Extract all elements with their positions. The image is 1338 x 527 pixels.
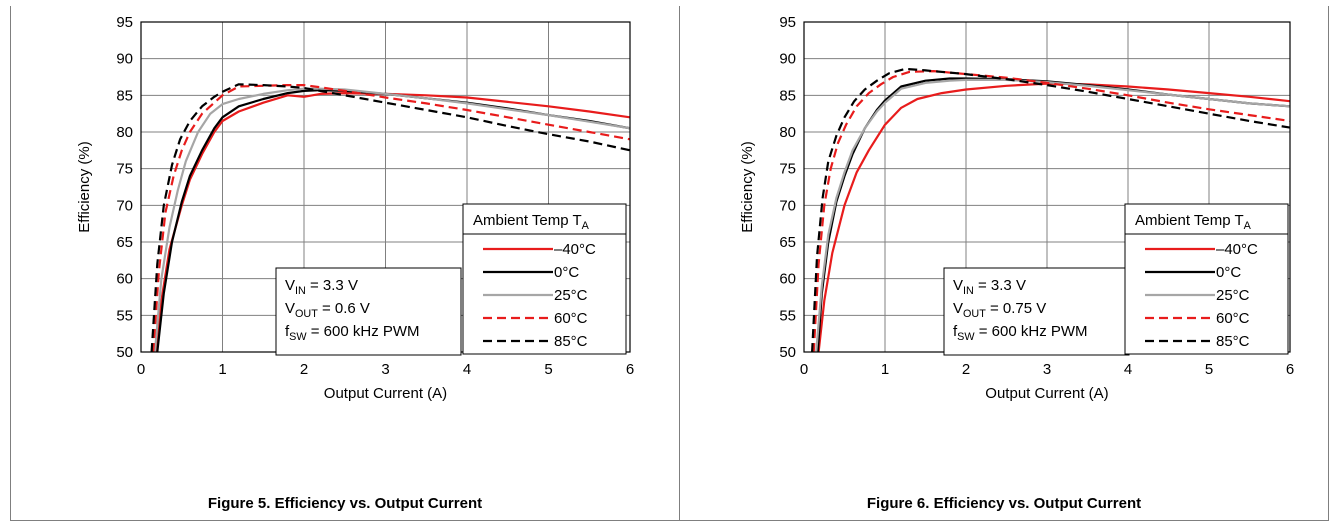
- x-tick-label: 3: [1043, 361, 1051, 378]
- conditions-box: [943, 267, 1130, 356]
- y-tick-label: 80: [116, 124, 133, 141]
- y-tick-label: 70: [779, 197, 796, 214]
- figure-5-chart: 0 1 2 3 4 5 6 50 55 60 65 70 75 80 85 90 95 Output Curren…: [76, 14, 634, 402]
- figure-6-panel: 0 1 2 3 4 5 6 50 55 60 65 70 75 80 85 90 95 Output Curren…: [679, 6, 1329, 521]
- series-line-3: [152, 83, 630, 352]
- y-tick-label: 65: [116, 234, 133, 251]
- x-tick-label: 1: [881, 361, 889, 378]
- x-tick-label: 5: [1205, 361, 1213, 378]
- figure-5-caption: Figure 5. Efficiency vs. Output Current: [207, 495, 483, 512]
- x-tick-label: 0: [137, 361, 145, 378]
- y-axis-label: Efficiency (%): [739, 141, 756, 232]
- y-tick-label: 60: [779, 271, 796, 288]
- legend-label-0: –40°C: [554, 241, 596, 258]
- condition-text: VOUT = 0.75 V: [953, 300, 1046, 320]
- x-tick-label: 2: [300, 361, 308, 378]
- condition-text: VIN = 3.3 V: [953, 277, 1026, 297]
- x-tick-label: 5: [544, 361, 552, 378]
- x-tick-label: 6: [1286, 361, 1294, 378]
- y-tick-label: 60: [116, 271, 133, 288]
- legend-label-4: 85°C: [1216, 333, 1250, 350]
- x-tick-label: 4: [463, 361, 471, 378]
- x-tick-label: 4: [1124, 361, 1132, 378]
- legend-label-3: 60°C: [554, 310, 588, 327]
- y-tick-label: 85: [779, 87, 796, 104]
- y-tick-label: 75: [116, 161, 133, 178]
- y-tick-label: 65: [779, 234, 796, 251]
- figure-6-caption: Figure 6. Efficiency vs. Output Current: [866, 495, 1142, 512]
- x-tick-label: 0: [800, 361, 808, 378]
- y-tick-label: 95: [779, 14, 796, 31]
- legend-label-2: 25°C: [554, 287, 588, 304]
- series-line-4: [150, 83, 630, 352]
- legend-title: Ambient Temp TA: [1135, 212, 1252, 232]
- x-tick-label: 6: [626, 361, 634, 378]
- x-axis-label: Output Current (A): [985, 385, 1108, 402]
- conditions-box: [275, 267, 462, 356]
- y-tick-label: 85: [116, 87, 133, 104]
- legend-label-1: 0°C: [1216, 264, 1241, 281]
- y-tick-label: 90: [779, 51, 796, 68]
- legend-title: Ambient Temp TA: [473, 212, 590, 232]
- y-tick-label: 75: [779, 161, 796, 178]
- x-axis-label: Output Current (A): [324, 385, 447, 402]
- y-tick-label: 50: [779, 344, 796, 361]
- y-tick-label: 55: [116, 307, 133, 324]
- legend-label-3: 60°C: [1216, 310, 1250, 327]
- condition-text: fSW = 600 kHz PWM: [285, 323, 420, 343]
- condition-text: VIN = 3.3 V: [285, 277, 358, 297]
- condition-text: fSW = 600 kHz PWM: [953, 323, 1088, 343]
- y-tick-label: 70: [116, 197, 133, 214]
- legend-title-box: [462, 203, 627, 235]
- condition-text: VOUT = 0.6 V: [285, 300, 370, 320]
- figure-6-chart: 0 1 2 3 4 5 6 50 55 60 65 70 75 80 85 90 95 Output Curren…: [739, 14, 1294, 402]
- series-line-2: [815, 78, 1290, 352]
- legend-title-box: [1124, 203, 1289, 235]
- y-tick-label: 55: [779, 307, 796, 324]
- legend-label-1: 0°C: [554, 264, 579, 281]
- legend-label-2: 25°C: [1216, 287, 1250, 304]
- series-line-3: [812, 69, 1290, 352]
- series-group: [811, 67, 1290, 352]
- x-tick-label: 2: [962, 361, 970, 378]
- series-line-0: [817, 82, 1290, 352]
- series-group: [150, 83, 630, 352]
- series-line-4: [811, 67, 1290, 352]
- legend-label-4: 85°C: [554, 333, 588, 350]
- y-tick-label: 90: [116, 51, 133, 68]
- x-tick-label: 3: [381, 361, 389, 378]
- y-tick-label: 80: [779, 124, 796, 141]
- y-tick-label: 95: [116, 14, 133, 31]
- figure-5-panel: 0 1 2 3 4 5 6 50 55 60 65 70 75 80 85 90 95 Output Curren…: [10, 6, 680, 521]
- series-line-2: [153, 87, 630, 352]
- y-tick-label: 50: [116, 344, 133, 361]
- y-axis-label: Efficiency (%): [76, 141, 93, 232]
- legend-label-0: –40°C: [1216, 241, 1258, 258]
- x-tick-label: 1: [218, 361, 226, 378]
